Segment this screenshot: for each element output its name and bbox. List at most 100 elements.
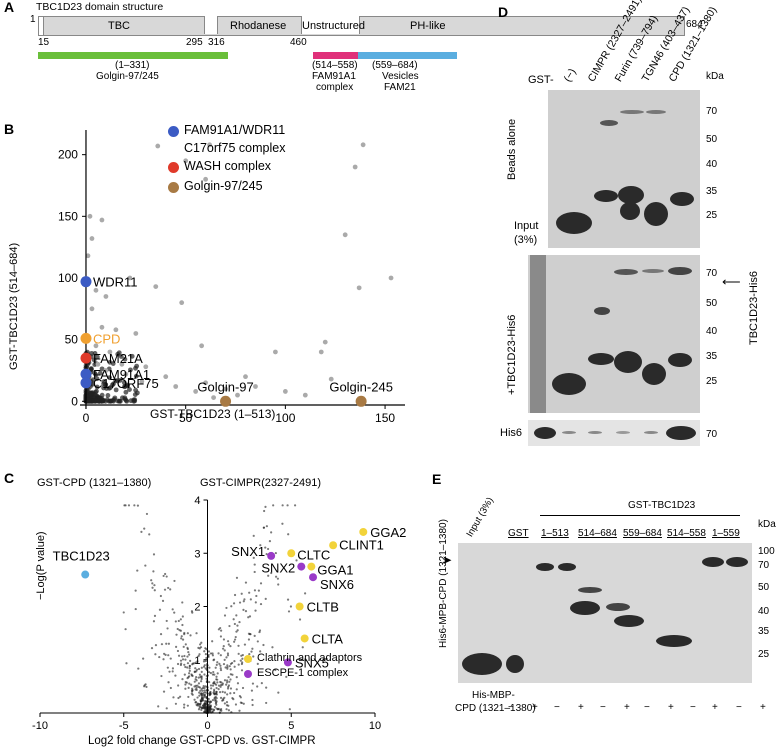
background-point (152, 620, 156, 623)
background-point (222, 638, 226, 641)
background-point (178, 629, 181, 632)
highlight-label: FAM21A (93, 351, 143, 366)
background-point (289, 605, 293, 608)
highlight-point (309, 573, 318, 582)
background-point (183, 673, 186, 676)
background-point (203, 380, 209, 386)
background-point (251, 682, 255, 685)
background-point (110, 382, 115, 388)
background-point (218, 691, 222, 694)
sign-minus: − (690, 702, 696, 713)
background-point (203, 650, 206, 653)
background-point (265, 525, 268, 528)
background-point (207, 655, 210, 658)
background-point (198, 647, 201, 650)
panel-e-letter: E (432, 471, 442, 487)
highlight-label: CLTB (307, 600, 339, 615)
background-point (213, 692, 216, 695)
background-point (233, 622, 236, 626)
background-point (195, 670, 198, 673)
gel2-marker-50: 50 (706, 298, 718, 309)
background-point (247, 638, 251, 641)
background-point (287, 610, 291, 613)
background-point (211, 698, 215, 702)
background-point (301, 646, 304, 649)
background-point (186, 666, 189, 669)
panel-c-left-label: GST-CPD (1321–1380) (37, 477, 152, 489)
background-point (203, 673, 206, 676)
background-point (180, 637, 183, 640)
x-tick-label: -10 (32, 720, 48, 732)
highlight-point (355, 395, 367, 407)
highlight-point (80, 352, 92, 364)
legend-clathrin-label: Clathrin and adaptors (257, 652, 363, 664)
background-point (253, 570, 256, 574)
background-point (277, 583, 280, 586)
background-point (177, 654, 181, 657)
background-point (202, 660, 206, 663)
background-point (107, 349, 113, 355)
background-point (253, 589, 257, 592)
background-point (227, 684, 231, 687)
background-point (144, 564, 147, 567)
background-point (242, 600, 245, 603)
background-point (259, 650, 262, 653)
background-point (191, 674, 194, 677)
background-point (235, 614, 238, 617)
input-label: Input (514, 220, 539, 232)
background-point (183, 158, 189, 164)
background-point (216, 681, 219, 684)
background-point (187, 650, 190, 654)
x-tick-label: 0 (83, 411, 90, 425)
background-point (127, 387, 132, 392)
background-point (322, 339, 328, 345)
gel2-marker-35: 35 (706, 351, 718, 362)
highlight-point (80, 276, 92, 288)
background-point (200, 692, 203, 695)
background-point (159, 633, 163, 636)
sign-plus: + (532, 702, 538, 713)
background-point (200, 708, 203, 711)
background-point (215, 686, 218, 690)
background-point (171, 667, 175, 670)
background-point (215, 693, 219, 696)
legend-fam91a1-dot (168, 126, 179, 137)
background-point (107, 359, 113, 365)
background-point (235, 676, 238, 679)
background-point (103, 368, 109, 373)
background-point (153, 589, 156, 592)
background-point (249, 598, 252, 601)
x-tick-label: 0 (204, 720, 210, 732)
background-point (288, 708, 291, 711)
background-point (226, 681, 229, 684)
background-point (199, 689, 202, 692)
background-point (226, 664, 229, 667)
background-point (221, 647, 225, 650)
background-point (186, 704, 189, 707)
background-point (194, 684, 197, 688)
background-point (264, 597, 267, 600)
gel2-marker-25: 25 (706, 376, 718, 387)
background-point (233, 665, 236, 668)
background-point (235, 630, 238, 633)
background-point (214, 699, 217, 702)
background-point (187, 686, 190, 689)
background-point (223, 696, 226, 699)
highlight-point (80, 332, 92, 344)
background-point (209, 700, 213, 704)
background-point (178, 695, 182, 698)
background-point (252, 534, 255, 537)
panel-e-sign-row: − + − + − + − + − + − + (508, 702, 770, 716)
background-point (167, 681, 170, 684)
background-point (201, 694, 204, 697)
panel-a-letter: A (4, 0, 15, 15)
background-point (143, 527, 146, 530)
background-point (238, 601, 242, 604)
background-point (134, 589, 137, 592)
background-point (236, 682, 240, 685)
pos-15: 15 (38, 37, 50, 48)
background-point (184, 658, 187, 661)
background-point (133, 387, 139, 393)
background-point (103, 294, 109, 299)
background-point (89, 306, 95, 312)
